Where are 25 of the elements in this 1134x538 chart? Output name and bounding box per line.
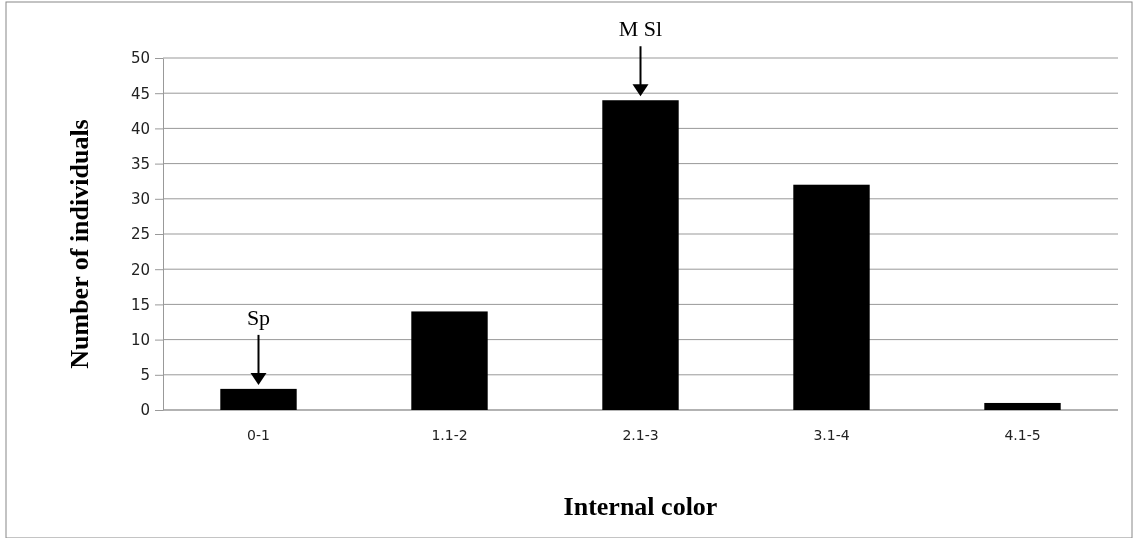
annotation: Sp — [246, 304, 271, 330]
annotation: M Sl — [618, 16, 663, 42]
x-tick-label: 3.1-4 — [813, 426, 850, 443]
y-tick-label: 35 — [130, 154, 150, 173]
bar — [411, 311, 488, 410]
y-tick-label: 45 — [130, 84, 150, 103]
y-tick-label: 15 — [130, 295, 150, 314]
bar — [793, 184, 870, 410]
x-axis-title: Internal color — [563, 492, 718, 521]
bar — [220, 388, 297, 410]
bar — [984, 402, 1061, 410]
y-tick-label: 10 — [130, 330, 150, 349]
y-tick-label: 5 — [140, 366, 150, 385]
y-axis-title: Number of individuals — [65, 119, 94, 369]
y-tick-label: 30 — [130, 190, 150, 209]
x-tick-label: 1.1-2 — [431, 426, 468, 443]
y-tick-label: 40 — [130, 119, 150, 138]
x-tick-label: 4.1-5 — [1004, 426, 1041, 443]
y-tick-label: 20 — [130, 260, 150, 279]
y-tick-label: 0 — [140, 401, 150, 420]
x-tick-label: 2.1-3 — [622, 426, 659, 443]
y-tick-label: 25 — [130, 225, 150, 244]
x-tick-label: 0-1 — [247, 426, 270, 443]
y-tick-label: 50 — [130, 49, 150, 68]
bar — [602, 100, 679, 410]
